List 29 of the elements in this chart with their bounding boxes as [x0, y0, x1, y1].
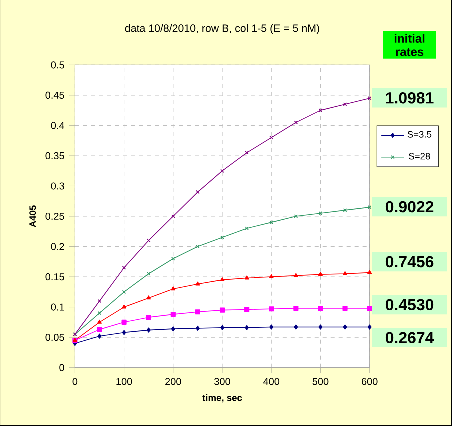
x-axis-title: time, sec [202, 394, 242, 403]
y-tick-label: 0.25 [46, 212, 64, 220]
x-tick-label: 300 [214, 378, 230, 386]
x-tick-label: 0 [72, 378, 78, 386]
y-tick-label: 0.05 [46, 334, 64, 342]
y-tick-label: 0.15 [46, 273, 64, 281]
x-tick-label: 200 [166, 378, 182, 386]
text: 1.0981 [386, 92, 434, 104]
x-tick-label: 500 [312, 378, 329, 386]
text: 0.2674 [386, 332, 434, 344]
x-tick-label: 100 [116, 378, 132, 386]
y-tick-label: 0 [60, 364, 64, 372]
text: initial rates [394, 34, 425, 56]
y-tick-label: 0.1 [51, 304, 64, 311]
y-tick-label: 0.45 [46, 92, 64, 99]
y-tick-label: 0.35 [46, 152, 64, 160]
y-axis-title: A405 [30, 206, 36, 228]
legend-label: S=28 [409, 153, 430, 160]
y-tick-label: 0.4 [51, 122, 65, 130]
text: 0.9022 [386, 201, 434, 213]
chart-title: data 10/8/2010, row B, col 1-5 (E = 5 nM) [125, 24, 320, 34]
x-tick-label: 400 [264, 378, 280, 386]
text: 0.7456 [386, 256, 434, 268]
y-tick-label: 0.3 [51, 182, 64, 190]
y-tick-label: 0.2 [51, 243, 64, 250]
legend-label: S=3.5 [408, 131, 432, 138]
y-tick-label: 0.5 [51, 62, 64, 69]
text: 0.4530 [386, 299, 434, 311]
x-tick-label: 600 [362, 378, 378, 386]
